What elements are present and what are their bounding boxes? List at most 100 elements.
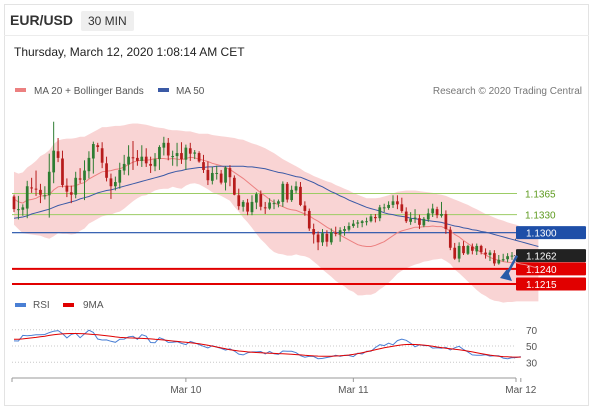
candle-body <box>83 170 86 181</box>
rsi-tick-70: 70 <box>526 326 538 337</box>
candle-body <box>109 178 113 187</box>
time-axis: Mar 10 Mar 11 Mar 12 <box>11 377 537 396</box>
time-tick-label: Mar 11 <box>338 385 369 396</box>
candle-body <box>329 232 333 243</box>
candle-body <box>387 204 390 208</box>
candle-body <box>113 182 117 187</box>
candle-body <box>272 203 276 205</box>
candle-body <box>497 259 501 264</box>
last-price-level-1.1262-label: 1.1262 <box>526 252 557 263</box>
candle-body <box>303 205 307 211</box>
candle-body <box>409 218 413 222</box>
candle-body <box>440 213 443 216</box>
candle-body <box>351 223 355 227</box>
support-level-1.1215-badge <box>516 277 586 291</box>
candle-body <box>206 169 210 181</box>
candle-body <box>96 145 100 148</box>
chart-frame <box>4 4 589 406</box>
candle-body <box>356 222 360 224</box>
candle-body <box>321 233 324 243</box>
candle-body <box>202 162 205 170</box>
bollinger-band <box>14 123 539 303</box>
candle-body <box>171 156 175 158</box>
candle-body <box>299 186 302 205</box>
candle-body <box>180 153 183 160</box>
candle-body <box>413 217 417 219</box>
instrument-title[interactable]: EUR/USD <box>10 12 74 28</box>
research-credit: Research © 2020 Trading Central <box>433 86 582 97</box>
candle-body <box>162 142 166 148</box>
ma50-line <box>13 165 539 247</box>
candle-body <box>118 169 122 183</box>
ma20-legend-label: MA 20 + Bollinger Bands <box>34 86 144 97</box>
candle-body <box>78 178 82 180</box>
rsi-tick-30: 30 <box>526 358 538 369</box>
last-price-level-1.1262-badge <box>516 249 586 263</box>
candle-body <box>25 186 29 209</box>
candle-body <box>30 187 33 189</box>
candle-body <box>347 226 351 230</box>
candle-body <box>426 213 430 220</box>
candle-body <box>418 218 421 225</box>
candle-body <box>215 172 219 174</box>
candle-body <box>334 232 338 234</box>
candle-body <box>382 207 386 209</box>
candle-body <box>87 157 91 172</box>
candle-body <box>369 216 373 222</box>
candle-body <box>510 255 514 257</box>
candle-body <box>237 195 241 207</box>
candle-body <box>250 201 254 213</box>
candle-body <box>246 202 249 212</box>
candle-body <box>307 210 311 229</box>
rsi-plot: 70 50 30 <box>12 326 538 369</box>
candle-body <box>12 196 16 210</box>
timeframe-badge[interactable]: 30 MIN <box>81 11 134 31</box>
candle-body <box>404 211 408 222</box>
candle-body <box>47 171 51 196</box>
candle-body <box>61 158 64 186</box>
ma50-legend-swatch <box>158 88 169 92</box>
candle-body <box>131 157 135 159</box>
candle-body <box>457 245 461 259</box>
candle-body <box>488 252 492 255</box>
candle-body <box>312 229 316 235</box>
candle-body <box>470 246 474 251</box>
candle-body <box>140 156 144 161</box>
candle-body <box>479 245 483 252</box>
candle-body <box>396 201 399 205</box>
rsi-legend-label: RSI <box>33 300 50 311</box>
candle-body <box>74 177 78 195</box>
pivot-level-1.1300-label: 1.1300 <box>526 229 557 240</box>
candle-body <box>391 201 395 205</box>
support-level-1.1215-label: 1.1215 <box>526 280 557 291</box>
candle-body <box>378 207 382 219</box>
candle-body <box>277 201 280 204</box>
candle-body <box>241 201 245 207</box>
ma50-legend-label: MA 50 <box>176 86 205 97</box>
candle-body <box>268 202 271 209</box>
candle-body <box>69 192 73 195</box>
candle-body <box>100 148 104 163</box>
candle-body <box>193 152 197 154</box>
candle-body <box>374 216 377 219</box>
candle-body <box>290 189 294 201</box>
candle-body <box>475 245 479 252</box>
candle-body <box>343 229 346 231</box>
candle-body <box>493 253 496 264</box>
candle-body <box>153 159 157 167</box>
candle-body <box>228 168 232 178</box>
time-tick-label: Mar 10 <box>170 385 202 396</box>
chart-header <box>4 4 589 36</box>
candle-body <box>435 209 439 216</box>
candle-body <box>17 209 20 211</box>
time-tick-label: Mar 12 <box>505 385 537 396</box>
candle-body <box>65 185 69 192</box>
candle-body <box>448 229 452 248</box>
candle-body <box>184 147 188 160</box>
candle-body <box>224 167 227 183</box>
candle-body <box>166 142 170 156</box>
report-datetime: Thursday, March 12, 2020 1:08:14 AM CET <box>14 45 245 59</box>
candle-body <box>21 207 25 210</box>
ma20-legend-swatch <box>15 88 26 92</box>
